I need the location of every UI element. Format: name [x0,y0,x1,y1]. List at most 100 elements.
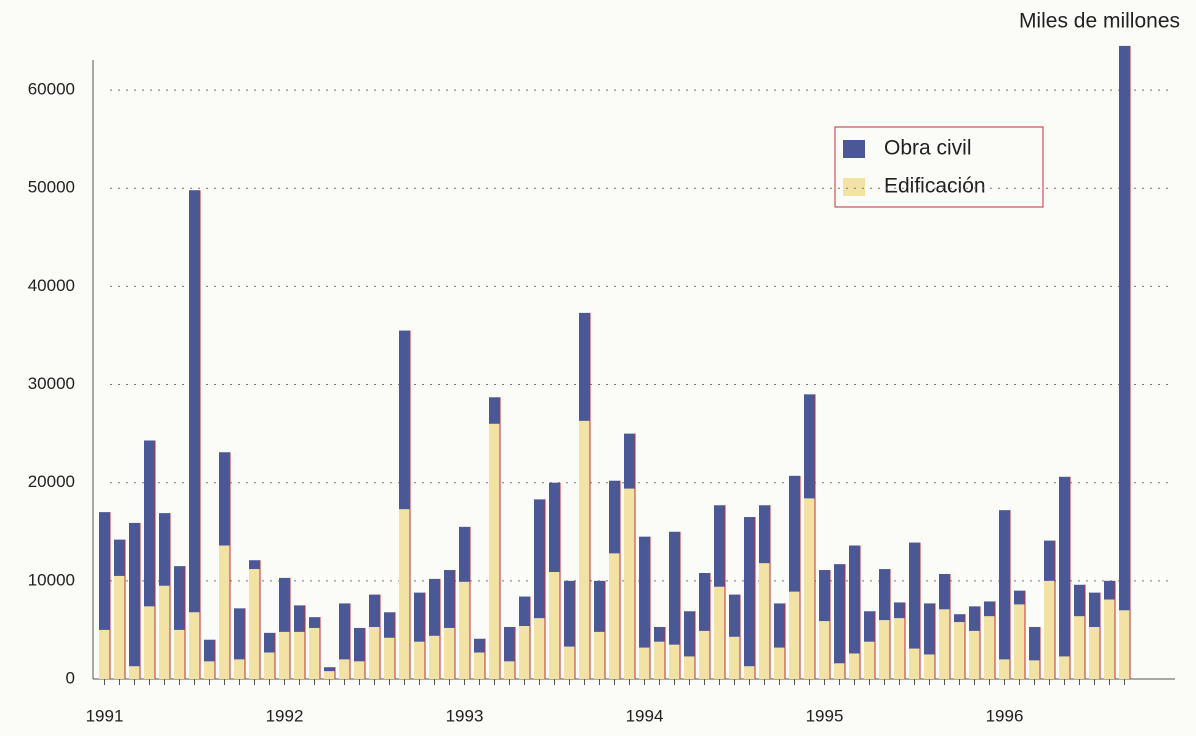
bar-segment [99,629,110,679]
legend-swatch [843,178,865,196]
bar-segment [564,646,575,679]
bar-segment [834,564,845,664]
bar-segment [324,667,335,672]
bar-segment [369,626,380,679]
legend-label: Obra civil [884,137,972,160]
bar-segment [1104,580,1115,600]
unit-label: Miles de millones [1019,10,1180,33]
bar-segment [669,531,680,645]
y-tick-label: 30000 [28,374,75,393]
bar-segment [849,545,860,654]
bar-segment [294,631,305,679]
bar-segment [549,572,560,679]
bar-segment [369,594,380,627]
bar-segment [144,440,155,607]
x-tick-label: 1992 [266,706,304,725]
bar-segment [429,578,440,636]
bar-segment [909,542,920,649]
bar-segment [249,569,260,679]
y-tick-label: 50000 [28,178,75,197]
bar-segment [429,635,440,679]
bar-segment [114,539,125,576]
bar-segment [894,602,905,619]
bar-segment [774,647,785,679]
bar-segment [789,591,800,679]
bar-segment [639,647,650,679]
bar-segment [579,312,590,421]
y-tick-label: 20000 [28,472,75,491]
bar-segment [939,609,950,679]
bar-segment [639,536,650,648]
bar-segment [219,452,230,546]
bar-segment [309,627,320,679]
bar-segment [834,663,845,679]
bar-segment [444,570,455,628]
bar-segment [504,626,515,662]
bar-segment [1029,626,1040,661]
bar-segment [1014,604,1025,679]
bar-segment [489,423,500,679]
bar-segment [564,580,575,647]
bar-segment [849,653,860,679]
bar-segment [399,509,410,679]
bar-segment [774,603,785,648]
bar-segment [984,616,995,679]
bar-segment [1029,660,1040,679]
bar-segment [459,581,470,679]
bar-segment [819,621,830,679]
bar-segment [174,629,185,679]
bar-segment [459,526,470,582]
bar-segment [624,433,635,489]
bar-segment [654,626,665,642]
bar-segment [489,397,500,424]
bar-segment [744,666,755,679]
bar-segment [879,569,890,621]
bar-segment [864,641,875,679]
bar-segment [114,575,125,679]
bar-segment [1059,656,1070,679]
bar-segment [264,632,275,653]
bar-segment [504,661,515,679]
bar-segment [414,641,425,679]
bar-segment [954,614,965,623]
bar-segment [414,592,425,642]
bar-segment [1059,476,1070,657]
bar-segment [759,505,770,564]
bar-segment [249,560,260,570]
bar-segment [954,622,965,679]
x-tick-label: 1995 [806,706,844,725]
bar-segment [729,636,740,679]
bar-segment [999,510,1010,660]
y-tick-label: 40000 [28,276,75,295]
bar-segment [309,617,320,628]
bar-segment [1044,540,1055,581]
bar-segment [804,394,815,499]
bar-segment [174,566,185,630]
bar-segment [159,585,170,679]
bar-segment [1104,599,1115,679]
bar-segment [519,596,530,626]
bar-segment [939,573,950,610]
bar-segment [924,654,935,679]
bar-segment [144,606,155,679]
bar-segment [594,580,605,632]
bar-segment [924,603,935,655]
bar-segment [444,627,455,679]
x-tick-label: 1996 [986,706,1024,725]
bar-segment [1014,590,1025,605]
bar-segment [294,605,305,632]
bar-segment [1119,45,1130,611]
bar-segment [864,611,875,642]
bar-segment [909,648,920,679]
bar-segment [204,661,215,679]
bar-segment [1074,616,1085,679]
bar-segment [534,499,545,619]
bar-segment [99,512,110,630]
bar-segment [669,644,680,679]
bar-segment [384,612,395,638]
bar-segment [699,572,710,631]
bar-segment [699,630,710,679]
y-tick-label: 0 [66,668,75,687]
bar-segment [729,594,740,637]
